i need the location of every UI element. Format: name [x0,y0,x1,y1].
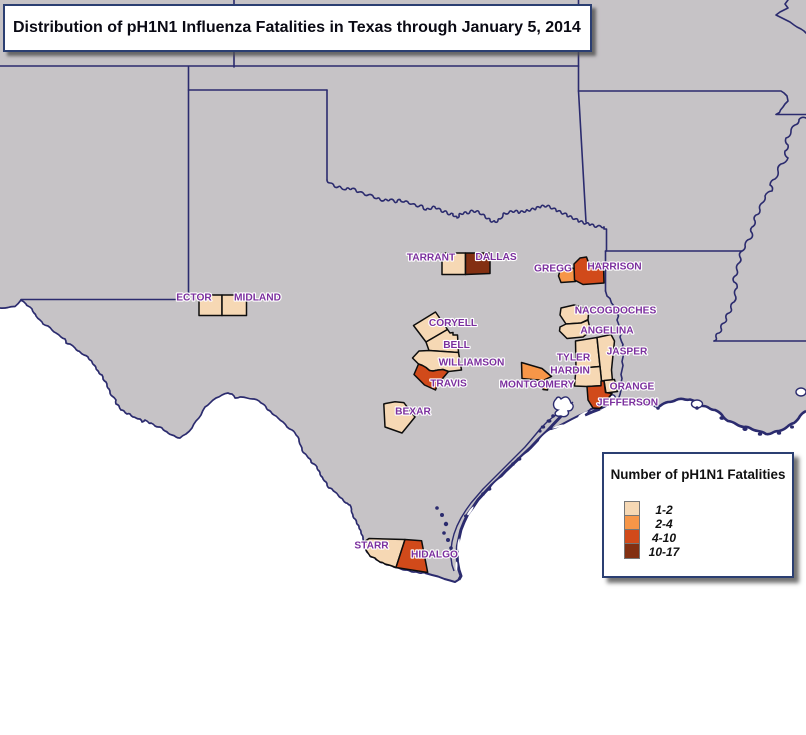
svg-text:HARDIN: HARDIN [550,366,590,377]
svg-text:GREGG: GREGG [534,264,572,275]
svg-text:CORYELL: CORYELL [429,318,477,329]
svg-text:TARRANT: TARRANT [407,253,456,264]
svg-text:WILLIAMSON: WILLIAMSON [439,358,505,369]
svg-text:STARR: STARR [354,541,389,552]
svg-text:TYLER: TYLER [557,353,591,364]
svg-text:JEFFERSON: JEFFERSON [597,398,658,409]
svg-text:BEXAR: BEXAR [395,407,431,418]
svg-text:NACOGDOCHES: NACOGDOCHES [575,306,657,317]
svg-text:JASPER: JASPER [607,347,648,358]
svg-text:TRAVIS: TRAVIS [430,379,467,390]
svg-text:BELL: BELL [443,340,470,351]
svg-text:MIDLAND: MIDLAND [234,293,281,304]
svg-text:MONTGOMERY: MONTGOMERY [500,380,575,391]
svg-text:HIDALGO: HIDALGO [411,550,458,561]
svg-text:ORANGE: ORANGE [610,382,655,393]
svg-text:ANGELINA: ANGELINA [580,326,634,337]
svg-text:ECTOR: ECTOR [176,293,212,304]
svg-text:HARRISON: HARRISON [587,262,641,273]
svg-text:DALLAS: DALLAS [475,252,517,263]
